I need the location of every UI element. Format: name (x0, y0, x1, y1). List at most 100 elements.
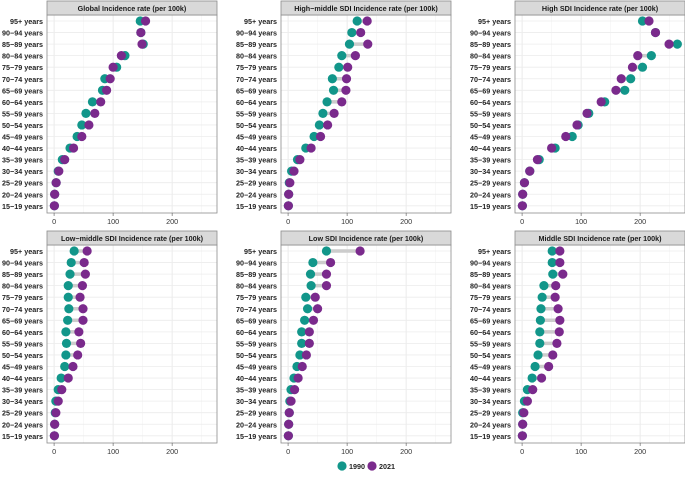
y-tick-label: 95+ years (244, 247, 277, 256)
point-2021 (137, 39, 147, 49)
point-2021 (552, 338, 562, 348)
point-1990 (308, 257, 318, 268)
y-tick-label: 55−59 years (470, 339, 511, 348)
y-tick-label: 40−44 years (470, 144, 511, 153)
point-2021 (519, 178, 530, 188)
point-2021 (525, 166, 535, 176)
point-2021 (582, 108, 592, 118)
x-tick-label: 0 (286, 447, 290, 456)
panel-header (280, 0, 452, 16)
y-tick-label: 90−94 years (236, 29, 277, 38)
y-tick-label: 45−49 years (236, 133, 277, 142)
point-2021 (63, 373, 73, 383)
y-tick-label: 70−74 years (2, 75, 43, 84)
point-1990 (63, 292, 73, 302)
y-tick-label: 50−54 years (470, 351, 511, 360)
point-2021 (105, 74, 115, 84)
point-1990 (347, 27, 357, 38)
point-1990 (65, 269, 75, 279)
y-tick-label: 15−19 years (2, 202, 43, 211)
point-2021 (284, 189, 294, 199)
x-tick-label: 0 (52, 217, 56, 226)
point-1990 (539, 281, 549, 291)
point-2021 (555, 246, 565, 256)
point-2021 (74, 327, 84, 337)
legend-swatch-1990 (337, 461, 347, 471)
panel-header (514, 0, 685, 16)
y-tick-label: 95+ years (478, 17, 511, 26)
y-tick-label: 15−19 years (470, 202, 511, 211)
y-tick-label: 15−19 years (470, 432, 511, 441)
point-2021 (51, 408, 61, 418)
legend-label: 2021 (379, 462, 395, 471)
y-tick-label: 45−49 years (236, 363, 277, 372)
point-1990 (620, 85, 630, 95)
panel-2: 95+ years 90−94 years 85−89 years 80−84 yea… (470, 0, 685, 226)
y-tick-label: 45−49 years (2, 133, 43, 142)
point-2021 (297, 361, 307, 372)
point-2021 (321, 269, 332, 279)
point-1990 (337, 51, 347, 61)
point-1990 (87, 97, 98, 107)
point-1990 (334, 62, 344, 72)
point-1990 (60, 361, 70, 372)
point-1990 (297, 327, 307, 337)
point-2021 (321, 281, 332, 291)
point-2021 (329, 108, 339, 118)
y-tick-label: 60−64 years (2, 328, 43, 337)
panel-4: 95+ years 90−94 years 85−89 years 80−84 yea… (236, 230, 452, 456)
point-2021 (343, 62, 353, 72)
point-2021 (551, 281, 561, 291)
point-1990 (318, 108, 328, 118)
point-1990 (300, 315, 310, 325)
point-2021 (616, 74, 626, 84)
y-tick-label: 40−44 years (2, 374, 43, 383)
y-tick-label: 20−24 years (470, 190, 511, 199)
point-2021 (77, 281, 88, 291)
point-2021 (650, 27, 661, 38)
point-2021 (57, 385, 67, 395)
point-1990 (646, 51, 656, 61)
y-tick-label: 75−79 years (236, 293, 277, 302)
point-2021 (341, 74, 352, 84)
y-tick-label: 95+ years (478, 247, 511, 256)
y-tick-label: 25−29 years (2, 179, 43, 188)
panel-3: 95+ years 90−94 years 85−89 years 80−84 yea… (2, 230, 218, 456)
point-1990 (527, 373, 537, 383)
point-2021 (49, 431, 59, 441)
y-tick-label: 25−29 years (470, 409, 511, 418)
point-2021 (140, 16, 151, 26)
point-2021 (283, 431, 293, 441)
point-2021 (284, 419, 294, 429)
y-tick-label: 60−64 years (236, 98, 277, 107)
y-tick-label: 50−54 years (236, 121, 277, 130)
panel-title: Low−middle SDI Incidence rate (per 100k) (61, 234, 204, 243)
point-2021 (323, 120, 333, 130)
point-2021 (51, 178, 61, 188)
point-2021 (522, 396, 532, 406)
point-2021 (78, 304, 88, 314)
y-tick-label: 60−64 years (236, 328, 277, 337)
y-tick-label: 50−54 years (236, 351, 277, 360)
y-tick-label: 90−94 years (236, 259, 277, 268)
y-tick-label: 75−79 years (236, 63, 277, 72)
y-tick-label: 70−74 years (470, 305, 511, 314)
y-tick-label: 55−59 years (2, 339, 43, 348)
y-tick-label: 80−84 years (470, 52, 511, 61)
panel-title: High SDI Incidence rate (per 100k) (542, 4, 659, 13)
point-2021 (362, 16, 372, 26)
point-1990 (314, 120, 324, 130)
point-2021 (306, 143, 316, 153)
point-1990 (61, 327, 71, 337)
point-2021 (90, 108, 100, 118)
y-tick-label: 20−24 years (236, 190, 277, 199)
y-tick-label: 60−64 years (2, 98, 43, 107)
point-2021 (285, 178, 295, 188)
y-tick-label: 35−39 years (2, 156, 43, 165)
y-tick-label: 50−54 years (2, 351, 43, 360)
point-2021 (50, 419, 60, 429)
legend-label: 1990 (349, 462, 365, 471)
point-2021 (555, 315, 565, 325)
point-2021 (310, 292, 320, 302)
y-tick-label: 20−24 years (2, 190, 43, 199)
